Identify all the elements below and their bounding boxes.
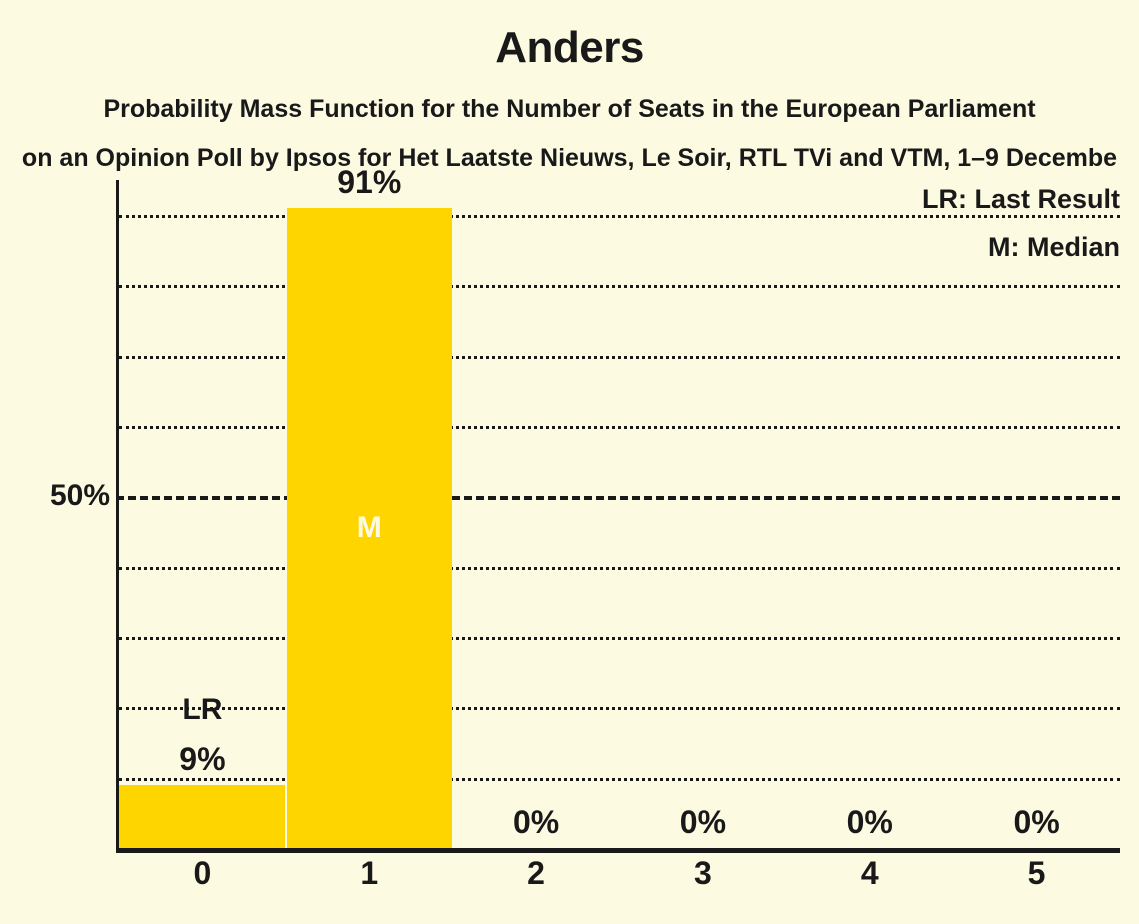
y-axis-tick-label-50: 50% [49,479,110,513]
x-axis-tick-label: 2 [527,855,545,891]
x-axis-tick-label: 3 [694,855,712,891]
bar-value-label: 91% [337,164,402,201]
chart-source-line: on an Opinion Poll by Ipsos for Het Laat… [21,144,1118,172]
bar-value-label: 0% [679,804,727,840]
x-axis-tick-label: 5 [1027,855,1046,891]
x-axis-tick-label: 1 [360,855,379,891]
last-result-marker: LR [182,692,223,726]
gridline [119,707,1120,711]
gridline [119,637,1120,641]
gridline-major [116,496,1120,501]
plot-area: 9% 91% 0% 0% 0% 0% LR M [116,166,1120,853]
bar[interactable] [286,208,452,848]
gridline [119,355,1120,359]
chart-subtitle: Probability Mass Function for the Number… [103,95,1036,123]
median-marker: M [356,511,382,545]
y-axis-line [116,180,119,848]
page-title: Anders [495,23,644,72]
gridline [119,215,1120,219]
bar[interactable] [119,784,285,848]
bar-value-label: 0% [512,804,560,840]
legend-last-result: LR: Last Result [921,184,1120,214]
gridline [119,426,1120,430]
x-axis-tick-label: 4 [860,855,879,891]
gridline [119,777,1120,781]
x-axis-tick-label: 0 [193,855,212,891]
chart-header: Anders Probability Mass Function for the… [0,0,1139,171]
x-axis-line [116,848,1120,853]
legend-median: M: Median [988,232,1120,262]
bar-value-label: 9% [179,740,226,777]
bar-value-label: 0% [1013,804,1060,840]
bar-value-label: 0% [846,804,893,840]
gridline [119,566,1120,570]
gridline [119,285,1120,289]
